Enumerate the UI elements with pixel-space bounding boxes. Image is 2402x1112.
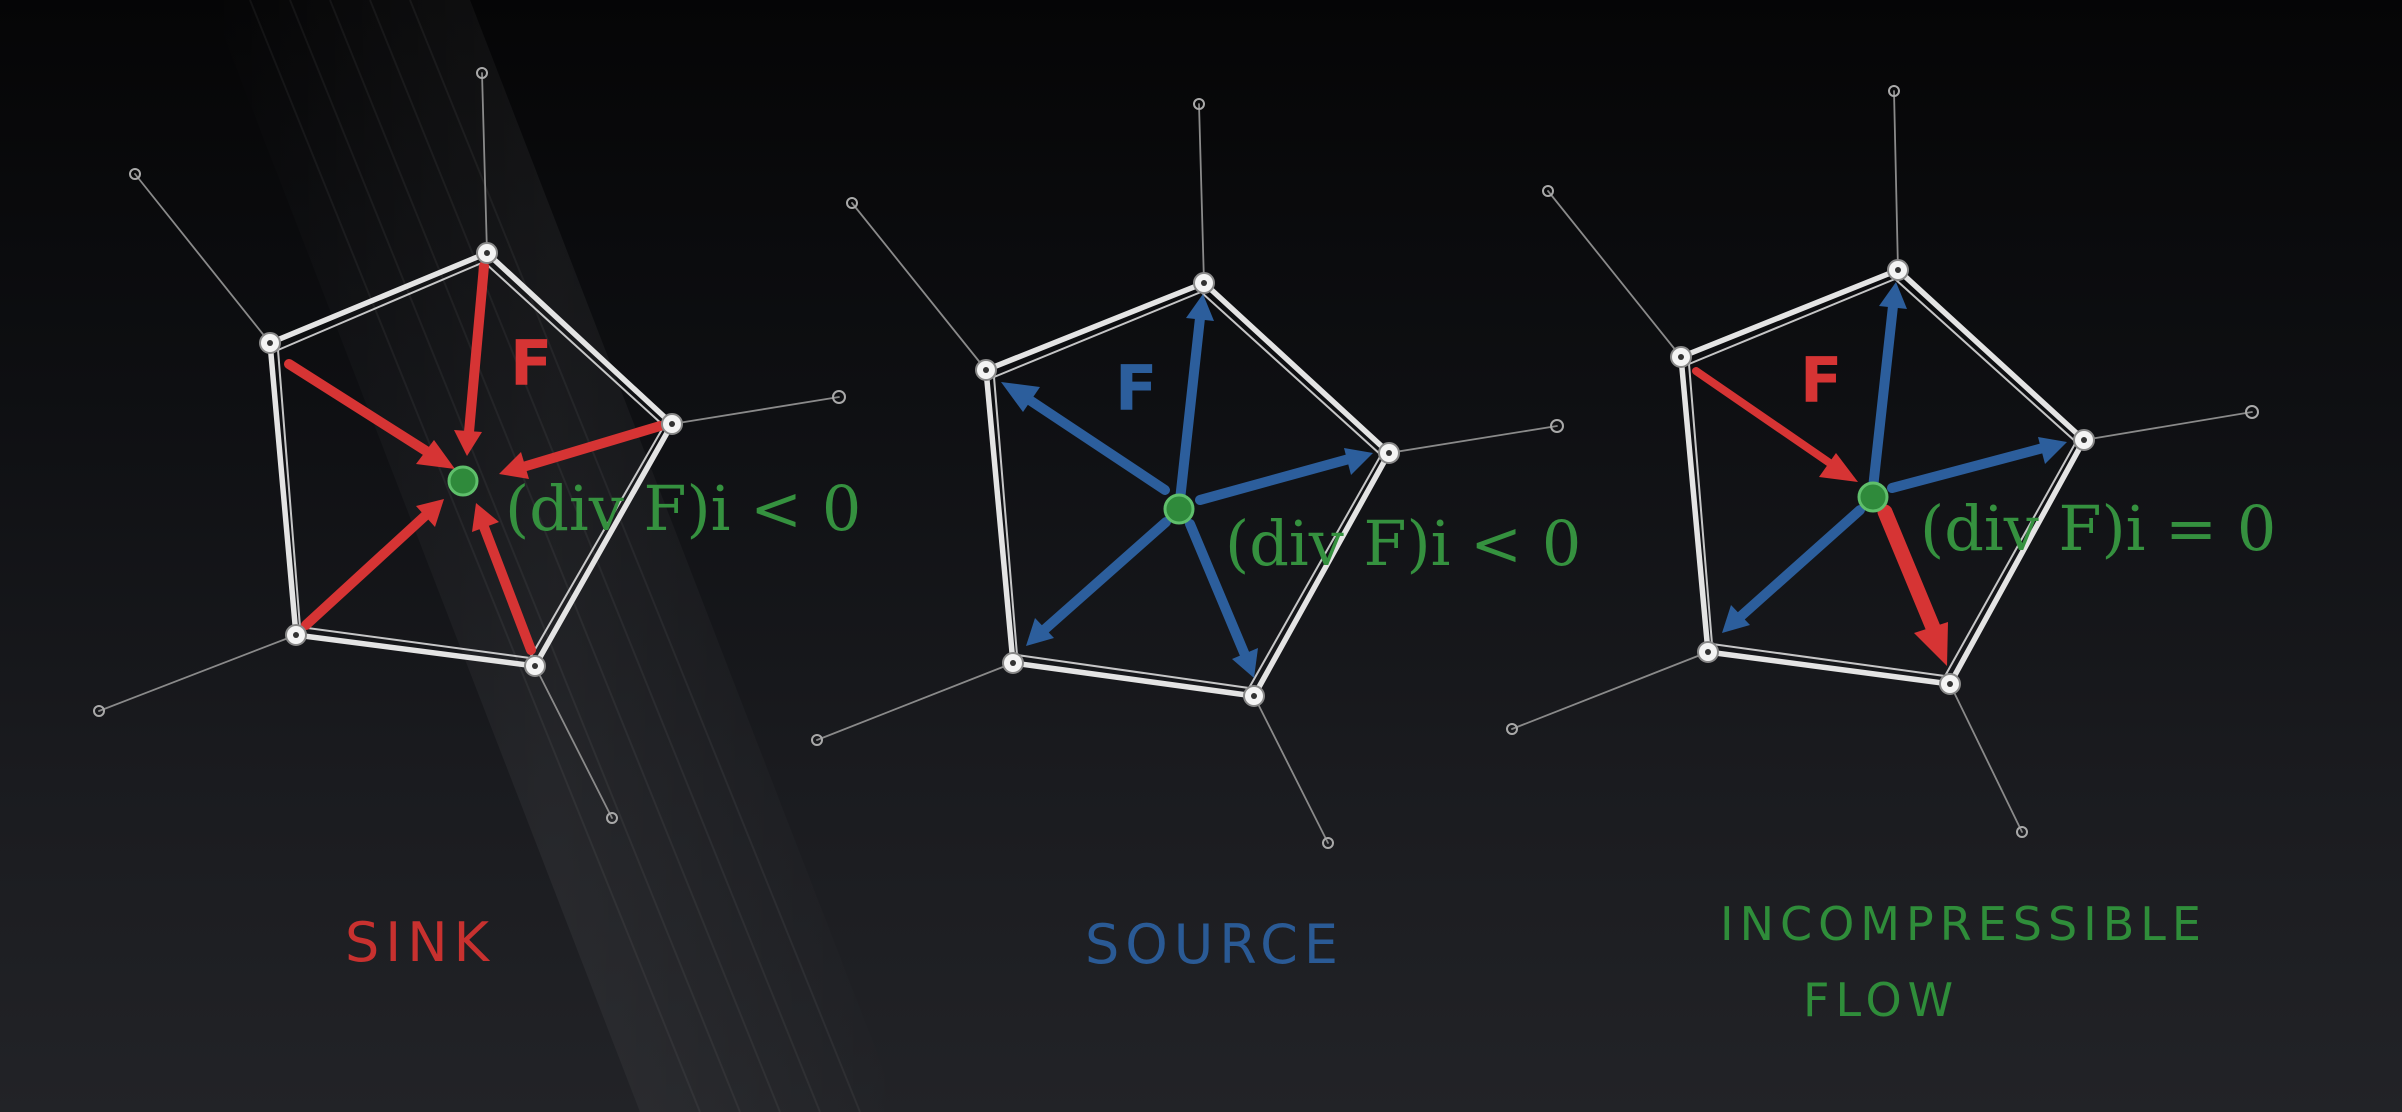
sink-arrows (284, 261, 665, 655)
source-cell-outline (983, 280, 1392, 699)
source-spokes (811, 98, 1564, 849)
incompressible-arrows (1692, 282, 2067, 666)
source-center-node (1163, 493, 1195, 525)
incompressible-arrow-in (1692, 367, 1841, 472)
source-arrow-2 (1175, 313, 1205, 505)
incompressible-arrow-out-red (1877, 504, 1942, 638)
source-arrows (1001, 294, 1373, 678)
sink-arrow-2 (464, 261, 489, 437)
glare-streaks (210, 0, 900, 1112)
source-equation: (div F)i < 0 (1225, 507, 1581, 580)
sink-spokes (93, 67, 846, 824)
panel-incompressible: F (div F)i = 0 INCOMPRESSIBLE FLOW (1506, 85, 2276, 1027)
incompressible-cell-outline (1678, 267, 2087, 687)
incompressible-arrow-left-down (1735, 505, 1865, 622)
incompressible-vertices (1670, 259, 2095, 695)
source-caption: SOURCE (1085, 913, 1344, 976)
incompressible-field-label: F (1800, 344, 1842, 417)
source-arrow-3 (1195, 454, 1354, 505)
incompressible-spokes (1506, 85, 2259, 838)
sink-field-label: F (510, 327, 552, 400)
incompressible-arrow-right (1887, 443, 2048, 493)
sink-arrow-1 (284, 359, 439, 461)
incompressible-caption-line-1: INCOMPRESSIBLE (1720, 897, 2207, 951)
sink-equation: (div F)i < 0 (505, 472, 861, 545)
sink-caption: SINK (345, 911, 495, 974)
sink-arrow-4 (479, 522, 536, 655)
source-arrow-1 (1017, 390, 1170, 495)
incompressible-center-node (1857, 481, 1889, 513)
sink-arrow-3 (518, 421, 665, 472)
sink-center-node (447, 465, 479, 497)
source-field-label: F (1115, 352, 1157, 425)
panel-sink: F (div F)i < 0 SINK (93, 67, 861, 974)
source-vertices (975, 272, 1400, 707)
incompressible-equation: (div F)i = 0 (1920, 492, 2276, 565)
sink-cell-outline (267, 250, 675, 669)
incompressible-arrow-up (1868, 301, 1898, 493)
sink-arrow-5 (301, 510, 431, 630)
sink-vertices (259, 242, 683, 677)
source-arrow-5 (1039, 517, 1171, 635)
source-arrow-4 (1185, 519, 1250, 660)
incompressible-caption-line-2: FLOW (1803, 973, 1959, 1027)
panel-source: F (div F)i < 0 SOURCE (811, 98, 1581, 976)
